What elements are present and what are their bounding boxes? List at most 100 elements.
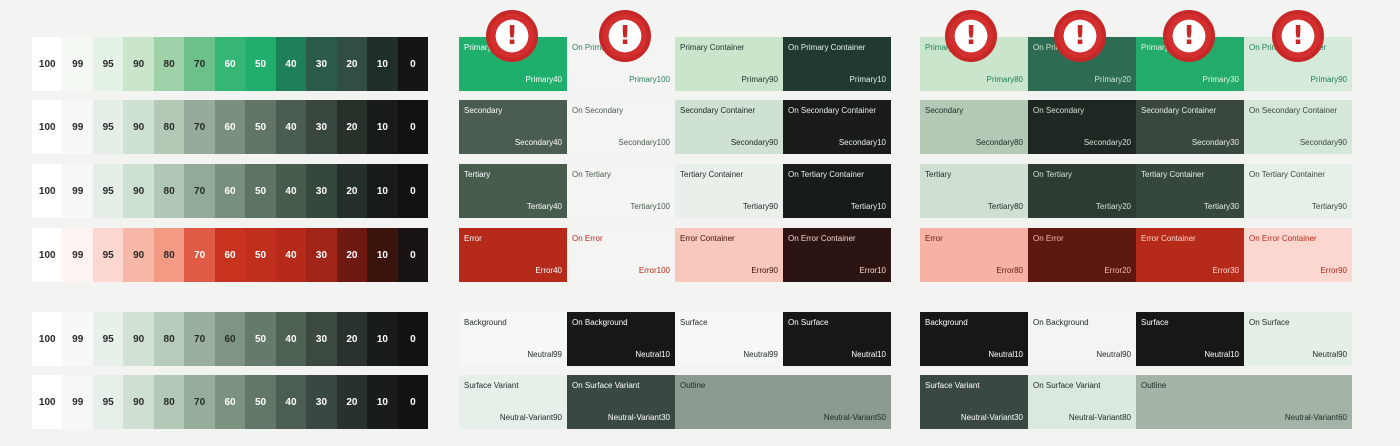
- error-tone-30: 30: [306, 228, 337, 282]
- token-label: Primary90: [741, 75, 778, 85]
- on-tertiary-tile: On Tertiary Tertiary20: [1028, 164, 1136, 218]
- on-error-container-tile: On Error Container Error90: [1244, 228, 1352, 282]
- error-tone-10: 10: [367, 228, 398, 282]
- token-label: Secondary90: [1299, 138, 1347, 148]
- token-label: Neutral-Variant30: [607, 413, 670, 423]
- token-label: Secondary30: [1191, 138, 1239, 148]
- neutral-tone-60: 60: [214, 312, 246, 366]
- error-container-tile: Error Container Error30: [1136, 228, 1244, 282]
- on-surface-tile: On Surface Neutral10: [783, 312, 891, 366]
- token-label: Neutral99: [527, 350, 562, 360]
- token-label: Secondary40: [514, 138, 562, 148]
- token-label: Neutral10: [851, 350, 886, 360]
- role-label: On Error: [1033, 234, 1064, 243]
- tertiary-tile: Tertiary Tertiary40: [459, 164, 567, 218]
- role-label: On Error: [572, 234, 603, 243]
- role-label: Secondary: [464, 106, 503, 115]
- neutral-variant-tone-20: 20: [336, 375, 368, 429]
- error-container-tile: Error Container Error90: [675, 228, 783, 282]
- secondary-tone-20: 20: [336, 100, 368, 154]
- token-label: Neutral-Variant50: [823, 413, 886, 423]
- role-label: Tertiary Container: [1141, 170, 1205, 179]
- neutral-variant-tone-60: 60: [214, 375, 246, 429]
- tertiary-tone-0: 0: [397, 164, 429, 218]
- surface-variant-tile: Surface Variant Neutral-Variant90: [459, 375, 567, 429]
- role-label: Outline: [680, 381, 706, 390]
- warning-icon: !: [1272, 10, 1324, 62]
- role-label: Secondary Container: [680, 106, 756, 115]
- role-label: Tertiary Container: [680, 170, 744, 179]
- primary-tone-row: 100 99 95 90 80 70 60 50 40 30 20 10 0: [32, 37, 429, 91]
- role-label: On Secondary: [572, 106, 624, 115]
- role-label: Tertiary: [464, 170, 491, 179]
- token-label: Error100: [638, 266, 670, 276]
- warning-mark: !: [1183, 21, 1195, 51]
- primary-tone-60: 60: [214, 37, 246, 91]
- tertiary-tone-70: 70: [184, 164, 215, 218]
- token-label: Error40: [535, 266, 562, 276]
- secondary-tone-40: 40: [275, 100, 307, 154]
- secondary-tone-row: 100 99 95 90 80 70 60 50 40 30 20 10 0: [32, 100, 429, 154]
- tertiary-tone-40: 40: [275, 164, 307, 218]
- primary-tone-99: 99: [62, 37, 93, 91]
- warning-mark: !: [1074, 21, 1086, 51]
- token-label: Error80: [996, 266, 1023, 276]
- background-tile: Background Neutral10: [920, 312, 1028, 366]
- neutral-variant-tone-50: 50: [245, 375, 276, 429]
- role-label: Surface: [1141, 318, 1169, 327]
- on-secondary-tile: On Secondary Secondary100: [567, 100, 675, 154]
- role-label: On Background: [572, 318, 628, 327]
- token-label: Neutral90: [1096, 350, 1131, 360]
- warning-icon: !: [945, 10, 997, 62]
- error-tone-20: 20: [336, 228, 368, 282]
- primary-tone-20: 20: [336, 37, 368, 91]
- error-tone-50: 50: [245, 228, 276, 282]
- role-label: Outline: [1141, 381, 1167, 390]
- token-label: Neutral90: [1312, 350, 1347, 360]
- primary-tone-10: 10: [367, 37, 398, 91]
- neutral-variant-tone-30: 30: [306, 375, 337, 429]
- tertiary-tone-95: 95: [92, 164, 124, 218]
- on-secondary-tile: On Secondary Secondary20: [1028, 100, 1136, 154]
- error-tone-40: 40: [275, 228, 307, 282]
- neutral-variant-tone-40: 40: [275, 375, 307, 429]
- tertiary-container-tile: Tertiary Container Tertiary90: [675, 164, 783, 218]
- token-label: Primary20: [1094, 75, 1131, 85]
- secondary-tone-70: 70: [184, 100, 215, 154]
- error-tone-95: 95: [92, 228, 124, 282]
- secondary-tone-80: 80: [153, 100, 185, 154]
- primary-tile: Primary Primary80: [920, 37, 1028, 91]
- secondary-tone-30: 30: [306, 100, 337, 154]
- warning-mark: !: [1292, 21, 1304, 51]
- tertiary-tone-80: 80: [153, 164, 185, 218]
- role-label: On Tertiary: [572, 170, 611, 179]
- on-tertiary-container-tile: On Tertiary Container Tertiary90: [1244, 164, 1352, 218]
- on-tertiary-tile: On Tertiary Tertiary100: [567, 164, 675, 218]
- secondary-tone-0: 0: [397, 100, 429, 154]
- token-label: Neutral-Variant80: [1068, 413, 1131, 423]
- on-surface-tile: On Surface Neutral90: [1244, 312, 1352, 366]
- error-tone-90: 90: [123, 228, 154, 282]
- on-secondary-container-tile: On Secondary Container Secondary90: [1244, 100, 1352, 154]
- token-label: Tertiary90: [742, 202, 778, 212]
- token-label: Neutral-Variant90: [499, 413, 562, 423]
- secondary-tone-90: 90: [123, 100, 154, 154]
- primary-tone-90: 90: [123, 37, 154, 91]
- neutral-tone-80: 80: [153, 312, 185, 366]
- tertiary-tone-60: 60: [214, 164, 246, 218]
- neutral-tone-30: 30: [306, 312, 337, 366]
- neutral-variant-tone-90: 90: [123, 375, 154, 429]
- role-label: Error: [925, 234, 943, 243]
- token-label: Tertiary100: [630, 202, 670, 212]
- token-label: Neutral-Variant30: [960, 413, 1023, 423]
- role-label: Surface: [680, 318, 708, 327]
- warning-icon: !: [599, 10, 651, 62]
- role-label: On Primary Container: [788, 43, 866, 52]
- secondary-tile: Secondary Secondary40: [459, 100, 567, 154]
- neutral-tone-10: 10: [367, 312, 398, 366]
- secondary-tone-99: 99: [62, 100, 93, 154]
- token-label: Tertiary30: [1203, 202, 1239, 212]
- token-label: Neutral99: [743, 350, 778, 360]
- token-label: Neutral10: [1204, 350, 1239, 360]
- role-label: Primary: [925, 43, 953, 52]
